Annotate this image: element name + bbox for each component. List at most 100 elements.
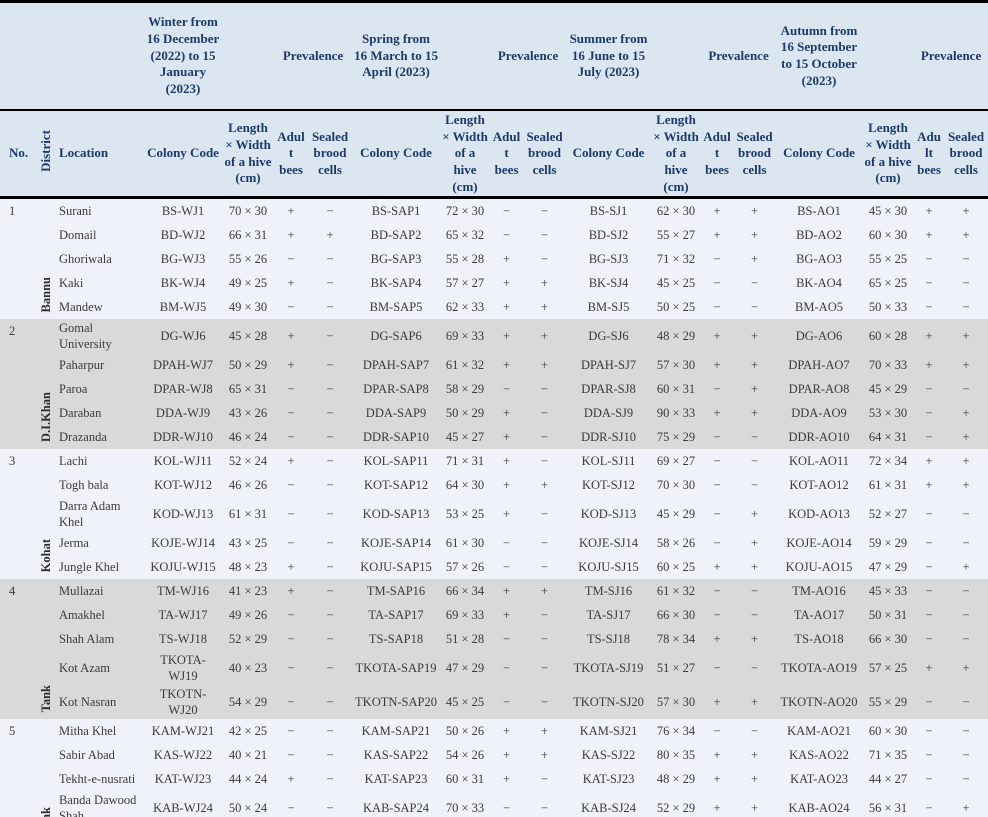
hive-size-cell: 76 × 34	[651, 719, 702, 744]
adult-bees-cell: −	[914, 497, 945, 532]
hive-size-cell: 50 × 26	[440, 719, 491, 744]
hive-size-cell: 49 × 26	[222, 603, 275, 628]
adult-bees-cell: −	[701, 295, 734, 320]
adult-bees-cell: +	[701, 353, 734, 378]
hive-size-cell: 66 × 34	[440, 579, 491, 604]
hive-size-cell: 50 × 24	[222, 791, 275, 817]
hive-size-cell: 61 × 32	[651, 579, 702, 604]
colony-code-cell: DDA-WJ9	[144, 401, 223, 426]
header-spacer	[862, 1, 915, 111]
hive-size-cell: 51 × 28	[440, 627, 491, 652]
adult-bees-cell: −	[274, 603, 309, 628]
hive-size-header-summer: Length × Width of a hive (cm)	[651, 110, 702, 200]
colony-code-cell: BK-WJ4	[144, 271, 223, 296]
location-cell: Ghoriwala	[57, 247, 145, 272]
table-row: 1 Bannu Surani BS-WJ1 70 × 30 + − BS-SAP1 72 × 3…	[0, 197, 988, 320]
hive-size-cell: 59 × 29	[862, 531, 915, 556]
hive-size-cell: 72 × 34	[862, 449, 915, 474]
sealed-brood-cell: +	[944, 555, 988, 580]
adult-bees-cell: +	[490, 401, 524, 426]
sealed-brood-cell: +	[944, 197, 988, 224]
colony-code-cell: KAB-SJ24	[566, 791, 652, 817]
hive-size-cell: 53 × 25	[440, 497, 491, 532]
location-cell: Togh bala	[57, 473, 145, 498]
adult-bees-cell: +	[274, 223, 309, 248]
sealed-brood-cell: +	[733, 401, 777, 426]
adult-bees-cell: −	[274, 425, 309, 450]
sealed-brood-header-autumn: Sealed brood cells	[944, 110, 988, 200]
colony-code-cell: BS-SJ1	[566, 197, 652, 224]
table-row: Paroa DPAR-WJ8 65 × 31− − DPAR-SAP8 58 × 29− −…	[0, 377, 988, 402]
sealed-brood-cell: −	[523, 449, 567, 474]
location-cell: Kaki	[57, 271, 145, 296]
table-row: Sabir Abad KAS-WJ22 40 × 21− − KAS-SAP22 54 ×…	[0, 743, 988, 768]
table-body: 1 Bannu Surani BS-WJ1 70 × 30 + − BS-SAP1 72 × 3…	[0, 197, 988, 817]
hive-size-cell: 45 × 25	[440, 685, 491, 720]
adult-bees-cell: −	[490, 197, 524, 224]
adult-bees-cell: +	[701, 767, 734, 792]
hive-size-cell: 62 × 33	[440, 295, 491, 320]
hive-size-cell: 61 × 32	[440, 353, 491, 378]
hive-size-cell: 57 × 30	[651, 353, 702, 378]
sealed-brood-cell: −	[944, 743, 988, 768]
adult-bees-cell: −	[274, 743, 309, 768]
colony-code-cell: KAT-WJ23	[144, 767, 223, 792]
adult-bees-cell: +	[490, 449, 524, 474]
colony-code-cell: TA-AO17	[776, 603, 863, 628]
hive-size-cell: 80 × 35	[651, 743, 702, 768]
colony-code-cell: BS-AO1	[776, 197, 863, 224]
adult-bees-cell: −	[914, 685, 945, 720]
hive-size-cell: 60 × 28	[862, 319, 915, 354]
sealed-brood-cell: −	[308, 353, 353, 378]
colony-code-cell: TKOTN-SJ20	[566, 685, 652, 720]
adult-bees-cell: −	[490, 377, 524, 402]
district-cell: Kohat	[35, 449, 57, 580]
sealed-brood-cell: −	[308, 295, 353, 320]
adult-bees-cell: −	[274, 247, 309, 272]
colony-code-cell: DDA-AO9	[776, 401, 863, 426]
colony-code-cell: TS-SAP18	[352, 627, 441, 652]
adult-bees-cell: −	[274, 791, 309, 817]
colony-code-cell: DPAH-SAP7	[352, 353, 441, 378]
hive-size-cell: 64 × 31	[862, 425, 915, 450]
sealed-brood-cell: +	[944, 425, 988, 450]
colony-code-cell: DPAH-SJ7	[566, 353, 652, 378]
adult-bees-cell: −	[701, 473, 734, 498]
colony-code-cell: KOT-SAP12	[352, 473, 441, 498]
sealed-brood-cell: +	[944, 651, 988, 686]
adult-bees-cell: +	[490, 319, 524, 354]
adult-bees-cell: +	[490, 295, 524, 320]
hive-size-cell: 54 × 26	[440, 743, 491, 768]
adult-bees-cell: +	[490, 247, 524, 272]
hive-size-cell: 44 × 24	[222, 767, 275, 792]
table-row: Drazanda DDR-WJ10 46 × 24− − DDR-SAP10 45 × 2…	[0, 425, 988, 450]
hive-size-cell: 71 × 35	[862, 743, 915, 768]
adult-bees-cell: −	[914, 247, 945, 272]
adult-bees-cell: −	[914, 791, 945, 817]
sealed-brood-cell: +	[523, 719, 567, 744]
sealed-brood-cell: −	[523, 497, 567, 532]
colony-code-cell: BD-AO2	[776, 223, 863, 248]
table-row: Banda Dawood Shah KAB-WJ24 50 × 24− − KAB-SA…	[0, 791, 988, 817]
colony-code-cell: KOJU-SJ15	[566, 555, 652, 580]
hive-size-cell: 60 × 30	[862, 719, 915, 744]
sealed-brood-cell: +	[523, 319, 567, 354]
district-label: Karak	[38, 807, 54, 817]
colony-code-cell: TKOTN-AO20	[776, 685, 863, 720]
colony-code-cell: BK-SAP4	[352, 271, 441, 296]
hive-size-cell: 44 × 27	[862, 767, 915, 792]
colony-code-cell: TA-SAP17	[352, 603, 441, 628]
hive-size-cell: 41 × 23	[222, 579, 275, 604]
hive-size-cell: 43 × 26	[222, 401, 275, 426]
hive-size-cell: 50 × 31	[862, 603, 915, 628]
sealed-brood-cell: −	[308, 579, 353, 604]
district-label: D.I.Khan	[39, 392, 53, 443]
sealed-brood-cell: −	[308, 197, 353, 224]
hive-size-cell: 65 × 31	[222, 377, 275, 402]
hive-size-cell: 69 × 33	[440, 603, 491, 628]
adult-bees-cell: +	[490, 603, 524, 628]
adult-bees-cell: +	[274, 319, 309, 354]
sealed-brood-cell: −	[733, 295, 777, 320]
colony-code-cell: TM-SAP16	[352, 579, 441, 604]
